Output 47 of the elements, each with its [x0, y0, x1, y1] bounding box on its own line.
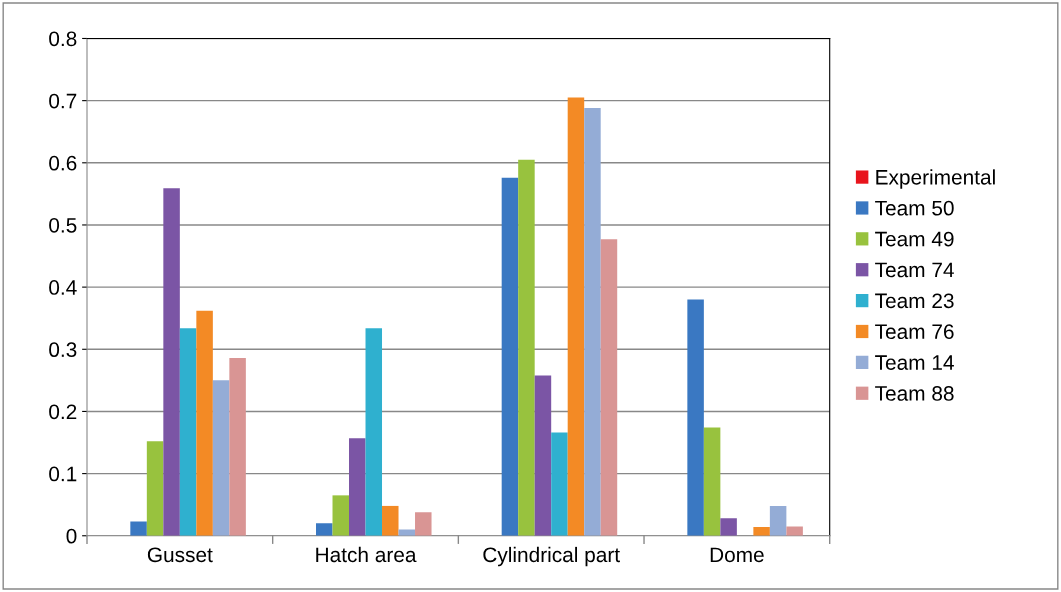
bar	[365, 328, 383, 536]
y-tick-label: 0.8	[49, 31, 77, 47]
bar	[196, 310, 213, 536]
bar	[146, 441, 164, 536]
bar	[179, 328, 197, 536]
y-tick-label: 0	[66, 528, 77, 544]
y-tick-label: 0.1	[49, 466, 77, 482]
y-tick-label: 0.7	[49, 93, 77, 109]
x-tick-label: Dome	[710, 547, 764, 563]
bar	[720, 518, 737, 536]
bar	[600, 239, 618, 536]
bar	[703, 427, 721, 536]
bar	[130, 521, 147, 536]
bar	[316, 523, 333, 536]
x-tick-label: Hatch area	[316, 546, 417, 563]
y-tick-label: 0.5	[49, 217, 77, 233]
bar	[534, 375, 552, 536]
legend-label: Team 49	[875, 231, 954, 247]
bar	[229, 357, 246, 536]
bar	[769, 505, 787, 536]
x-tick-label: Gusset	[147, 547, 213, 563]
bar	[753, 527, 770, 536]
bar	[349, 438, 366, 536]
x-tick-label: Cylindrical part	[483, 546, 620, 567]
y-tick-label: 0.4	[49, 280, 77, 295]
legend-label: Team 50	[875, 200, 954, 216]
bar	[567, 97, 585, 536]
bar	[551, 432, 568, 536]
legend-label: Experimental	[876, 169, 995, 189]
bar	[687, 299, 704, 536]
bar	[584, 108, 601, 536]
bar	[786, 526, 803, 536]
legend-label: Team 88	[875, 386, 954, 401]
bar	[212, 380, 230, 536]
legend-label: Team 76	[875, 324, 954, 340]
y-tick-label: 0.3	[49, 342, 77, 358]
bar	[382, 505, 399, 536]
bar	[332, 495, 350, 536]
legend-label: Team 74	[875, 262, 954, 278]
y-tick-label: 0.6	[49, 155, 77, 171]
y-tick-label: 0.2	[49, 404, 77, 420]
bar	[501, 177, 519, 536]
bar	[518, 159, 535, 536]
legend-label: Team 14	[875, 355, 954, 370]
bar	[163, 188, 180, 536]
legend-label: Team 23	[875, 293, 954, 309]
bar	[415, 512, 432, 536]
